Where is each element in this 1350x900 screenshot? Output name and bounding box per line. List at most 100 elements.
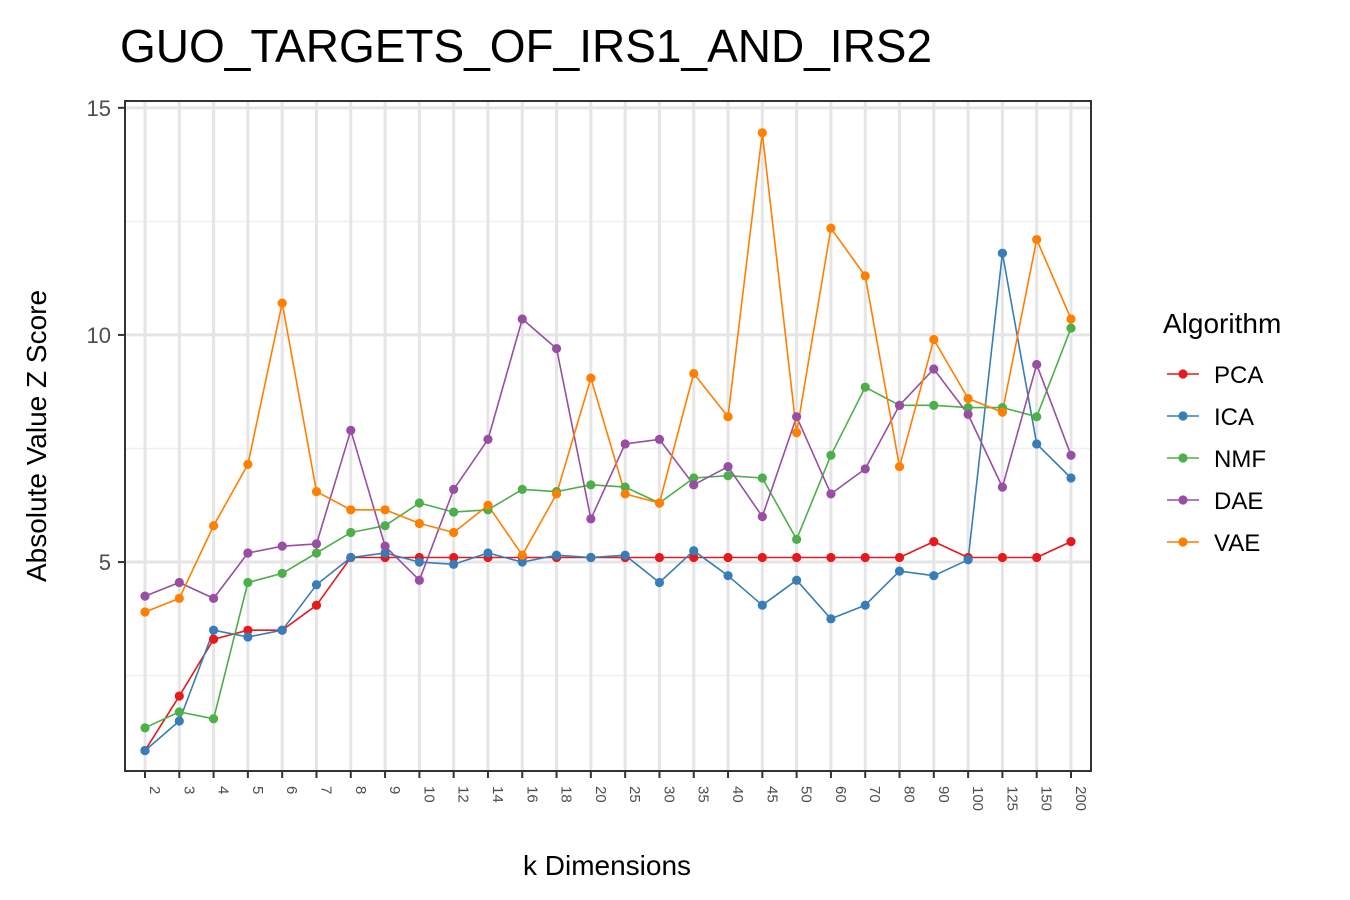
data-point-pca — [757, 552, 767, 563]
data-point-dae — [208, 593, 219, 603]
x-tick-label: 9 — [386, 786, 403, 794]
data-point-dae — [620, 439, 630, 449]
x-tick-label: 35 — [695, 786, 712, 803]
x-tick-label: 20 — [592, 786, 609, 803]
y-tick-label: 5 — [99, 550, 111, 575]
data-point-pca — [929, 537, 939, 547]
data-point-nmf — [311, 548, 322, 558]
data-point-vae — [311, 487, 322, 497]
data-point-vae — [1066, 314, 1076, 324]
data-point-nmf — [414, 498, 424, 508]
x-tick-label: 125 — [1003, 786, 1020, 811]
x-tick-label: 25 — [626, 786, 643, 803]
chart-title: GUO_TARGETS_OF_IRS1_AND_IRS2 — [120, 20, 932, 72]
data-point-nmf — [792, 534, 802, 544]
data-point-ica — [174, 716, 184, 726]
data-point-dae — [586, 514, 596, 524]
data-point-nmf — [208, 714, 219, 724]
data-point-pca — [174, 691, 184, 701]
data-point-dae — [963, 409, 973, 420]
data-point-vae — [689, 368, 699, 379]
data-point-vae — [860, 271, 870, 281]
data-point-ica — [277, 625, 287, 635]
data-point-vae — [654, 498, 665, 508]
data-point-ica — [586, 552, 596, 563]
x-tick-label: 12 — [455, 786, 472, 803]
x-tick-label: 80 — [901, 786, 918, 803]
data-point-vae — [208, 521, 219, 531]
data-point-ica — [826, 614, 836, 624]
data-point-pca — [860, 552, 870, 563]
data-point-dae — [346, 425, 356, 435]
data-point-dae — [654, 434, 665, 445]
x-tick-label: 18 — [558, 786, 575, 803]
data-point-ica — [997, 248, 1008, 258]
data-point-pca — [689, 552, 699, 563]
x-tick-label: 30 — [660, 786, 677, 803]
data-point-vae — [929, 334, 939, 345]
data-point-pca — [449, 552, 459, 563]
data-point-vae — [586, 373, 596, 383]
legend-key-point — [1178, 537, 1188, 547]
data-point-pca — [997, 552, 1008, 563]
data-point-vae — [997, 407, 1008, 417]
legend-label: NMF — [1214, 446, 1266, 473]
data-point-pca — [1032, 552, 1042, 563]
data-point-dae — [723, 462, 733, 472]
x-tick-label: 14 — [489, 786, 506, 803]
data-point-nmf — [380, 521, 390, 531]
data-point-dae — [414, 575, 424, 585]
series-line-vae — [144, 132, 1072, 613]
data-point-ica — [140, 745, 150, 756]
x-tick-label: 10 — [420, 786, 437, 803]
data-point-nmf — [929, 400, 939, 410]
data-point-vae — [380, 505, 390, 515]
data-point-vae — [449, 527, 459, 538]
data-point-dae — [792, 412, 802, 422]
data-point-ica — [449, 559, 459, 569]
data-point-dae — [140, 591, 150, 601]
data-point-nmf — [860, 382, 870, 392]
data-point-nmf — [1066, 323, 1076, 333]
data-point-ica — [929, 571, 939, 581]
data-point-ica — [723, 571, 733, 581]
data-point-nmf — [963, 403, 973, 413]
data-point-ica — [654, 577, 665, 588]
data-point-nmf — [723, 471, 733, 481]
data-point-dae — [551, 343, 562, 354]
data-point-ica — [757, 600, 767, 610]
data-point-nmf — [140, 723, 150, 733]
x-axis-title: k Dimensions — [523, 850, 691, 881]
data-point-ica — [380, 548, 390, 558]
x-tick-label: 2 — [146, 786, 163, 794]
data-point-ica — [551, 550, 562, 560]
data-point-dae — [997, 482, 1008, 492]
data-point-vae — [757, 128, 767, 138]
y-tick-label: 15 — [87, 96, 111, 121]
series-lines — [144, 132, 1072, 752]
data-point-pca — [311, 600, 322, 610]
data-point-vae — [551, 489, 562, 499]
data-point-pca — [826, 552, 836, 563]
data-point-ica — [1032, 439, 1042, 449]
data-point-dae — [277, 541, 287, 551]
data-point-nmf — [586, 480, 596, 490]
data-point-vae — [243, 459, 253, 469]
x-tick-label: 3 — [180, 786, 197, 794]
legend-items: PCA ICA NMF DAE VAE — [1167, 362, 1266, 557]
legend-key-point — [1178, 411, 1188, 421]
data-point-pca — [654, 552, 665, 563]
data-point-pca — [723, 552, 733, 563]
data-point-ica — [311, 580, 322, 590]
data-point-nmf — [689, 473, 699, 483]
plot-border — [124, 100, 1092, 772]
legend-label: DAE — [1214, 488, 1263, 515]
data-point-dae — [894, 400, 905, 410]
data-point-vae — [346, 505, 356, 515]
x-tick-label: 5 — [249, 786, 266, 794]
data-point-vae — [483, 500, 493, 510]
x-tick-label: 8 — [352, 786, 369, 794]
x-tick-label: 200 — [1072, 786, 1089, 811]
y-axis-title: Absolute Value Z Score — [21, 290, 52, 582]
data-point-dae — [689, 480, 699, 490]
